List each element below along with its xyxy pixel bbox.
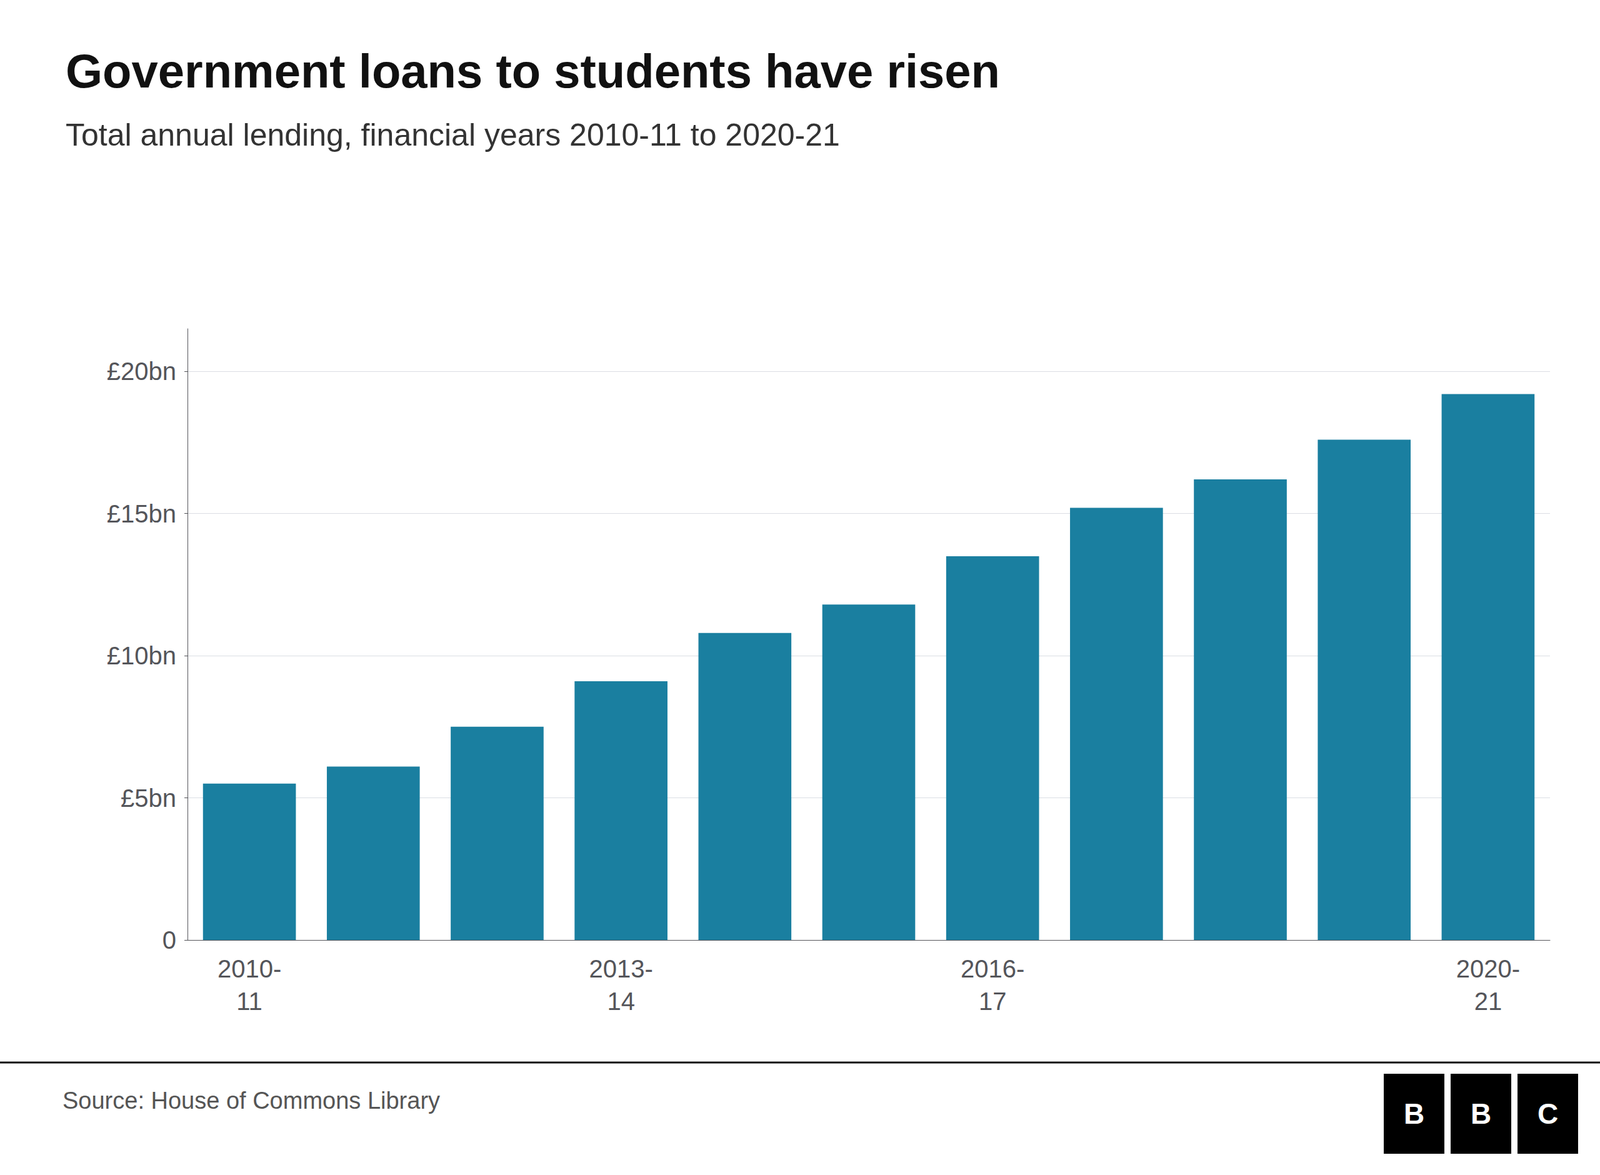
svg-text:£10bn: £10bn [106, 641, 177, 670]
svg-text:21: 21 [1474, 987, 1503, 1015]
svg-text:11: 11 [236, 987, 263, 1015]
svg-text:2020-: 2020- [1456, 955, 1520, 983]
svg-text:B: B [1403, 1097, 1425, 1130]
svg-text:14: 14 [606, 987, 635, 1015]
svg-text:B: B [1470, 1097, 1492, 1130]
svg-text:£20bn: £20bn [106, 357, 177, 385]
svg-text:17: 17 [978, 987, 1007, 1015]
svg-text:Total annual lending, financia: Total annual lending, financial years 20… [65, 117, 840, 153]
svg-text:2010-: 2010- [217, 955, 282, 983]
svg-text:Government loans to students h: Government loans to students have risen [65, 44, 1000, 98]
svg-text:£5bn: £5bn [120, 784, 177, 812]
svg-text:0: 0 [162, 926, 177, 954]
svg-text:£15bn: £15bn [106, 500, 177, 528]
svg-text:2016-: 2016- [960, 955, 1025, 983]
svg-text:C: C [1537, 1097, 1559, 1130]
svg-text:2013-: 2013- [588, 955, 653, 983]
svg-text:Source: House of Commons Libra: Source: House of Commons Library [62, 1087, 440, 1114]
